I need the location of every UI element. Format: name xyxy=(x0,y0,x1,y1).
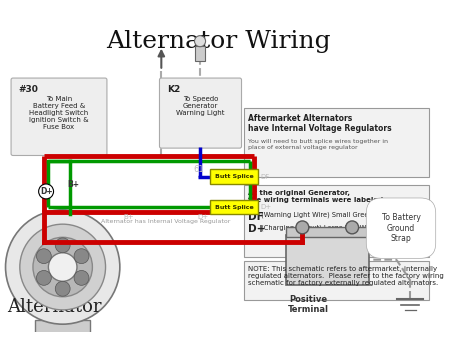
Text: Alternator: Alternator xyxy=(8,298,102,316)
Circle shape xyxy=(6,210,120,324)
Text: You will need to butt splice wires together in
place of external voltage regulat: You will need to butt splice wires toget… xyxy=(248,139,388,149)
FancyBboxPatch shape xyxy=(210,169,258,184)
FancyBboxPatch shape xyxy=(286,227,369,237)
Text: To Main
Battery Feed &
Headlight Switch
Ignition Switch &
Fuse Box: To Main Battery Feed & Headlight Switch … xyxy=(29,97,89,130)
Text: At the original Generator,
the wiring terminals were labeled:: At the original Generator, the wiring te… xyxy=(248,190,386,203)
Text: 61: 61 xyxy=(193,165,203,174)
Text: Alternator has Internal Voltage Regulator: Alternator has Internal Voltage Regulato… xyxy=(101,219,231,224)
FancyBboxPatch shape xyxy=(11,78,107,155)
FancyBboxPatch shape xyxy=(244,108,429,177)
Circle shape xyxy=(36,249,51,264)
Text: Alternator Wiring: Alternator Wiring xyxy=(106,30,331,53)
Circle shape xyxy=(33,237,92,297)
Text: Butt Splice: Butt Splice xyxy=(215,174,254,179)
Text: B+: B+ xyxy=(68,180,80,189)
Text: Positive
Terminal: Positive Terminal xyxy=(288,295,329,314)
FancyBboxPatch shape xyxy=(286,235,369,285)
Text: (Warning Light Wire) Small Green Wire: (Warning Light Wire) Small Green Wire xyxy=(259,211,390,218)
Text: To Battery
Ground
Strap: To Battery Ground Strap xyxy=(382,213,420,243)
Circle shape xyxy=(346,221,359,234)
FancyBboxPatch shape xyxy=(244,261,429,300)
Text: (Charging Output) Large Red Wire: (Charging Output) Large Red Wire xyxy=(259,225,375,231)
Text: NOTE: This schematic refers to aftermarket, internally
regulated alternators.  P: NOTE: This schematic refers to aftermark… xyxy=(248,266,444,286)
Text: D+: D+ xyxy=(197,215,209,220)
Circle shape xyxy=(36,271,51,285)
Text: To Speedo
Generator
Warning Light: To Speedo Generator Warning Light xyxy=(176,97,225,117)
Circle shape xyxy=(74,249,89,264)
FancyBboxPatch shape xyxy=(195,46,205,61)
Text: D+: D+ xyxy=(260,204,271,210)
FancyBboxPatch shape xyxy=(159,78,242,148)
FancyBboxPatch shape xyxy=(35,320,91,338)
Text: DF: DF xyxy=(260,174,269,180)
Circle shape xyxy=(48,253,77,281)
Text: K2: K2 xyxy=(167,85,180,94)
Text: D+: D+ xyxy=(248,225,266,235)
Circle shape xyxy=(194,36,206,47)
Circle shape xyxy=(55,281,70,296)
Text: DF: DF xyxy=(248,211,264,221)
Text: Aftermarket Alternators
have Internal Voltage Regulators: Aftermarket Alternators have Internal Vo… xyxy=(248,114,392,133)
FancyBboxPatch shape xyxy=(244,185,429,257)
Text: #30: #30 xyxy=(18,85,38,94)
Text: Butt Splice: Butt Splice xyxy=(215,204,254,210)
Circle shape xyxy=(74,271,89,285)
Circle shape xyxy=(55,238,70,253)
Circle shape xyxy=(20,224,106,310)
FancyBboxPatch shape xyxy=(210,200,258,215)
Text: D+: D+ xyxy=(40,187,53,196)
Text: B+: B+ xyxy=(124,215,134,220)
Circle shape xyxy=(296,221,309,234)
